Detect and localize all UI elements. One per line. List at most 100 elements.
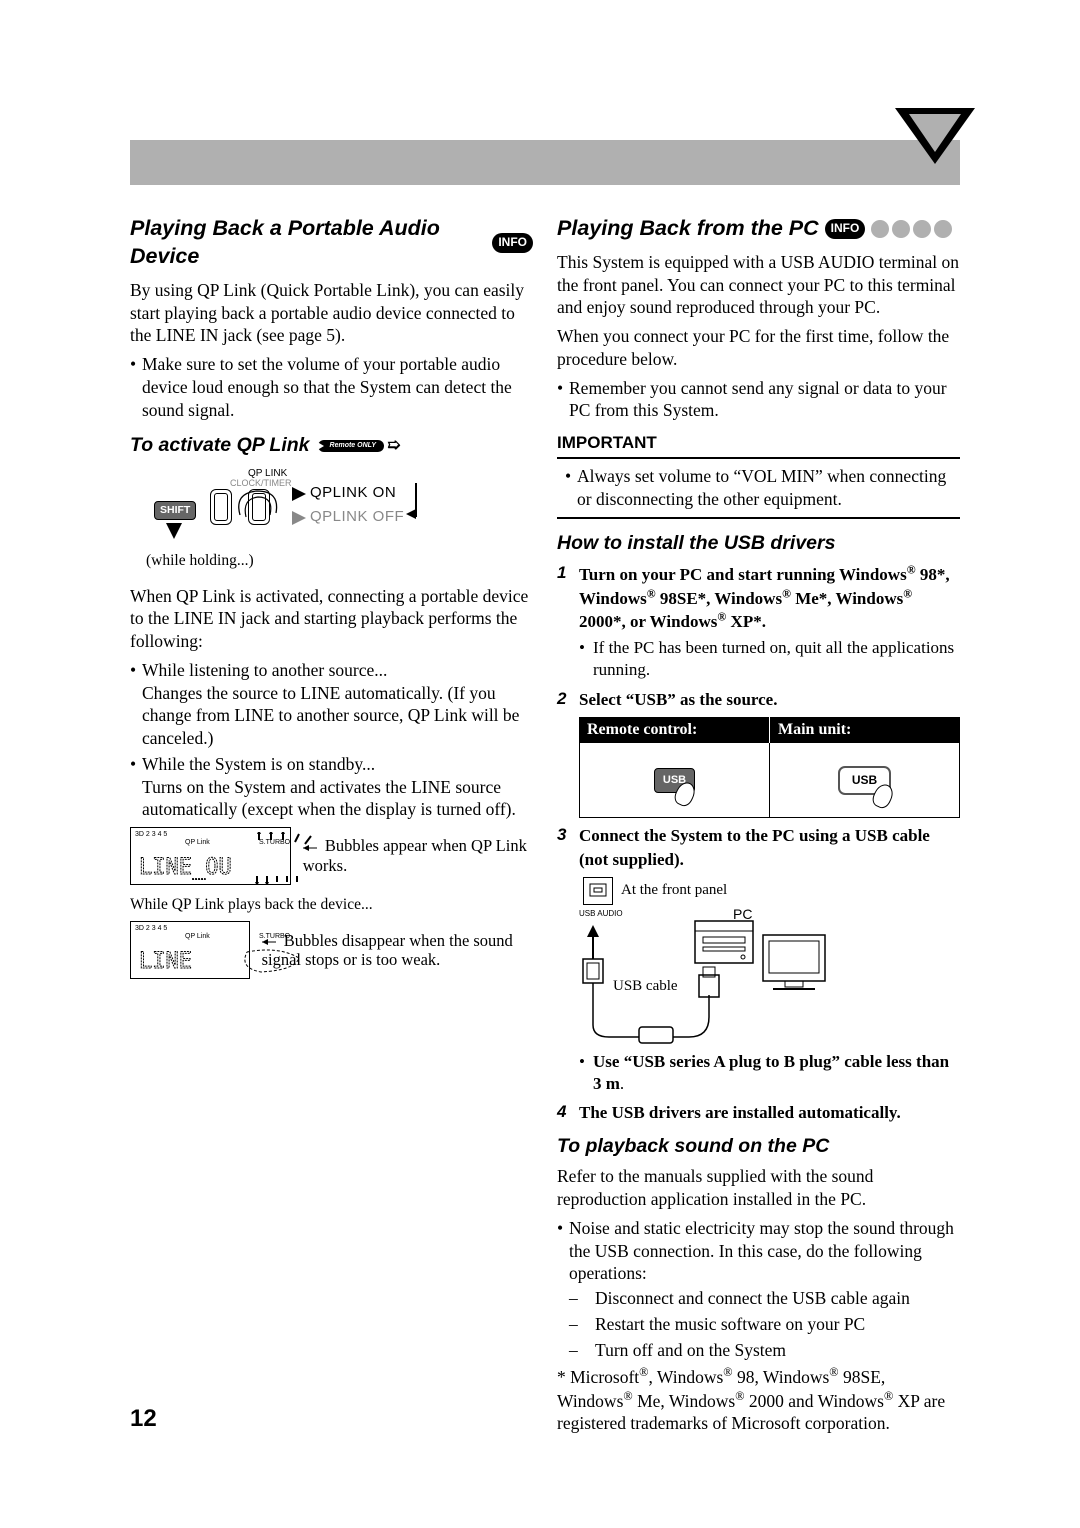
press-gesture-icon [232,485,284,531]
step-1-sub: If the PC has been turned on, quit all t… [579,637,960,681]
right-column: Playing Back from the PC INFO This Syste… [557,215,960,1441]
listening-body: Changes the source to LINE automatically… [142,683,519,749]
bubbles-up-icon [249,832,319,884]
step-2-num: 2 [557,688,566,710]
step-3-text: Connect the System to the PC using a USB… [579,826,930,868]
left-intro: By using QP Link (Quick Portable Link), … [130,279,533,347]
important-box: IMPORTANT Always set volume to “VOL MIN”… [557,432,960,519]
noise-bullet: Noise and static electricity may stop th… [557,1217,960,1362]
usb-cable-label: USB cable [613,977,678,997]
svg-text:LINE_OU: LINE_OU [139,855,232,880]
install-usb-title: How to install the USB drivers [557,531,960,556]
table-header: Remote control: Main unit: [579,717,960,744]
info-badge-2-icon: INFO [825,219,866,239]
important-label: IMPORTANT [557,432,960,454]
step-2: 2 Select “USB” as the source. Remote con… [557,688,960,819]
arrow-right-icon [292,487,306,501]
step-4-text: The USB drivers are installed automatica… [579,1103,901,1122]
step-3-num: 3 [557,824,566,846]
remote-only-badge: Remote ONLY ➯ [318,436,401,457]
lcd-qplink-2: QP Link [185,932,210,941]
lcd-display-2: 3D 2 3 4 5 QP Link S.TURBO LINE [130,921,250,979]
lcd-bubble-row-2: 3D 2 3 4 5 QP Link S.TURBO LINE Bubbles … [130,921,533,979]
dash-2: Restart the music software on your PC [583,1313,960,1336]
qplink-diagram: QP LINK CLOCK/TIMER SHIFT QPLINK ON QPLI… [130,467,533,577]
usb-source-table: Remote control: Main unit: USB US [579,717,960,819]
gray-dots-icon [871,220,952,238]
important-rule-2 [557,517,960,519]
front-panel-label: At the front panel [621,881,727,901]
header-band [130,140,960,185]
lcd-sturbo-2: S.TURBO [259,932,290,941]
table-cell-remote: USB [580,743,770,817]
important-text: Always set volume to “VOL MIN” when conn… [565,465,960,511]
lcd-segment-2-icon: LINE [139,944,313,976]
standby-head: While the System is on standby... [142,754,375,774]
right-bullet-list: Remember you cannot send any signal or d… [557,377,960,423]
arrow-right-gray-icon [292,511,306,525]
install-steps: 1 Turn on your PC and start running Wind… [557,562,960,1124]
left-bullet-list: Make sure to set the volume of your port… [130,353,533,421]
lcd-indicators: 3D 2 3 4 5 [135,830,167,839]
playback-body: Refer to the manuals supplied with the s… [557,1165,960,1211]
wireless-icon: ➯ [387,436,400,457]
qplink-off-label: QPLINK OFF [310,507,404,527]
step-3: 3 Connect the System to the PC using a U… [557,824,960,1094]
arrow-left-icon [406,509,416,519]
step-1-text: Turn on your PC and start running Window… [579,565,950,632]
right-title-text: Playing Back from the PC [557,215,819,243]
standby-item: While the System is on standby... Turns … [130,753,533,821]
left-section-title: Playing Back a Portable Audio Device INF… [130,215,533,271]
info-badge-icon: INFO [492,233,533,253]
while-holding-caption: (while holding...) [146,551,254,571]
listening-head: While listening to another source... [142,660,387,680]
header-triangle-icon [895,108,975,164]
usb-connection-diagram: At the front panel USB AUDIO [579,877,960,1047]
step-2-text: Select “USB” as the source. [579,690,777,709]
table-hdr-main: Main unit: [770,717,960,744]
lcd-bubble-row-1: 3D 2 3 4 5 QP Link S.TURBO LINE_OU Bubbl… [130,827,533,885]
footnote: * Microsoft®, Windows® 98, Windows® 98SE… [557,1365,960,1435]
usb-port-icon [584,878,612,904]
pc-label: PC [733,905,752,923]
right-bullet-1: Remember you cannot send any signal or d… [557,377,960,423]
page-content: Playing Back a Portable Audio Device INF… [130,215,960,1441]
step-3-sub: Use “USB series A plug to B plug” cable … [579,1051,960,1095]
after-activate-text: When QP Link is activated, connecting a … [130,585,533,653]
left-column: Playing Back a Portable Audio Device INF… [130,215,533,1441]
step-1-num: 1 [557,562,566,584]
step-4: 4 The USB drivers are installed automati… [557,1101,960,1124]
table-hdr-remote: Remote control: [579,717,770,744]
dash-1: Disconnect and connect the USB cable aga… [583,1287,960,1310]
remote-only-text: Remote ONLY [330,443,377,449]
listening-item: While listening to another source... Cha… [130,659,533,750]
bubble1-text: Bubbles appear when QP Link works. [303,836,527,875]
shift-button: SHIFT [154,501,196,521]
standby-body: Turns on the System and activates the LI… [142,777,516,820]
dash-3: Turn off and on the System [583,1339,960,1362]
arrow-down-icon [166,523,182,539]
activate-title-text: To activate QP Link [130,433,310,458]
noise-list: Noise and static electricity may stop th… [557,1217,960,1362]
table-cell-main: USB [770,743,959,817]
step-1: 1 Turn on your PC and start running Wind… [557,562,960,681]
listening-list: While listening to another source... Cha… [130,659,533,821]
svg-text:LINE: LINE [139,949,192,974]
step-4-num: 4 [557,1101,566,1123]
important-list: Always set volume to “VOL MIN” when conn… [557,465,960,511]
left-bullet-1: Make sure to set the volume of your port… [130,353,533,421]
left-title-text: Playing Back a Portable Audio Device [130,215,486,271]
qplink-on-label: QPLINK ON [310,483,396,503]
activate-qplink-title: To activate QP Link Remote ONLY ➯ [130,433,533,458]
right-intro: This System is equipped with a USB AUDIO… [557,251,960,319]
button-outline-1 [210,489,232,525]
bubble-text-1: Bubbles appear when QP Link works. [303,836,533,876]
page-number: 12 [130,1405,157,1433]
lcd-qplink: QP Link [185,838,210,847]
noise-bullet-text: Noise and static electricity may stop th… [569,1218,954,1284]
lcd-display-1: 3D 2 3 4 5 QP Link S.TURBO LINE_OU [130,827,291,885]
important-rule [557,457,960,459]
lcd-indicators-2: 3D 2 3 4 5 [135,924,167,933]
front-panel-box [583,877,613,905]
table-body: USB USB [579,743,960,818]
